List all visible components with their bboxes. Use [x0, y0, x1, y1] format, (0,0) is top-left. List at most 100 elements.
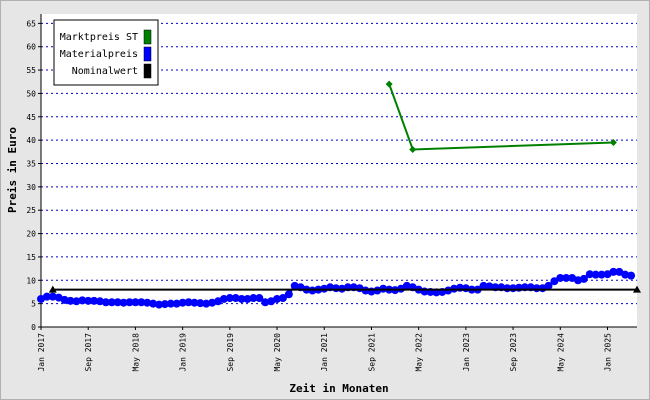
data-point: [42, 292, 51, 301]
data-point: [479, 281, 488, 290]
y-tick-label: 60: [26, 43, 36, 52]
axes: [40, 14, 637, 328]
data-point: [160, 300, 169, 309]
legend-label: Nominalwert: [72, 66, 138, 77]
data-point: [225, 294, 234, 303]
x-tick-label: Sep 2019: [226, 333, 235, 372]
y-axis-title: Preis in Euro: [6, 127, 19, 213]
data-point: [261, 298, 270, 307]
legend-box: [53, 19, 159, 86]
data-point: [155, 300, 164, 309]
data-point: [149, 299, 158, 308]
x-tick-label: May 2018: [131, 333, 140, 372]
data-point: [84, 296, 93, 305]
data-point: [190, 298, 199, 307]
legend-swatch: [143, 46, 152, 62]
data-point: [562, 273, 571, 282]
data-point: [409, 145, 417, 153]
data-point: [231, 294, 240, 303]
x-tick-label: May 2022: [415, 333, 424, 372]
y-tick-label: 35: [26, 159, 36, 168]
legend-swatch: [143, 63, 152, 79]
y-tick-label: 20: [26, 230, 36, 239]
data-point: [143, 298, 152, 307]
legend-label: Materialpreis: [60, 49, 138, 60]
x-tick-label: Jan 2017: [37, 333, 46, 372]
data-point: [48, 285, 57, 293]
y-tick-label: 55: [26, 66, 36, 75]
x-tick-label: Sep 2021: [367, 333, 376, 372]
data-point: [172, 299, 181, 308]
x-tick-label: Jan 2019: [179, 333, 188, 372]
data-point: [249, 294, 258, 303]
data-point: [627, 271, 636, 280]
data-point: [385, 80, 393, 88]
x-tick-label: Jan 2021: [320, 333, 329, 372]
data-point: [60, 295, 69, 304]
y-tick-label: 50: [26, 89, 36, 98]
series-layer: [37, 80, 641, 309]
x-tick-label: Sep 2017: [84, 333, 93, 372]
data-point: [202, 299, 211, 308]
y-ticks: 0 5 10 15 20 25 30 35 40 45 50 55 60 65: [26, 19, 41, 332]
data-point: [579, 274, 588, 283]
y-tick-label: 10: [26, 276, 36, 285]
y-tick-label: 15: [26, 253, 36, 262]
data-point: [107, 298, 116, 307]
data-point: [284, 290, 293, 299]
data-point: [485, 282, 494, 291]
series-marktpreis-st: [385, 80, 617, 153]
data-point: [178, 298, 187, 307]
data-point: [550, 277, 559, 286]
data-point: [72, 297, 81, 306]
grid-lines: [41, 22, 637, 305]
y-tick-label: 5: [31, 300, 36, 309]
y-tick-label: 0: [31, 323, 36, 332]
legend-swatch: [143, 29, 152, 45]
data-point: [237, 294, 246, 303]
data-point: [273, 294, 282, 303]
data-point: [255, 294, 264, 303]
data-point: [113, 298, 122, 307]
data-point: [591, 270, 600, 279]
y-tick-label: 45: [26, 113, 36, 122]
data-point: [48, 292, 57, 301]
data-point: [101, 298, 110, 307]
x-tick-label: Jan 2025: [603, 333, 612, 372]
x-tick-label: May 2020: [273, 333, 282, 372]
data-point: [78, 296, 87, 305]
data-point: [196, 299, 205, 308]
series-nominalwert: [48, 285, 641, 293]
data-point: [544, 281, 553, 290]
data-point: [119, 298, 128, 307]
x-tick-label: May 2024: [556, 333, 565, 372]
data-point: [278, 294, 287, 303]
data-point: [597, 270, 606, 279]
data-point: [219, 294, 228, 303]
y-tick-label: 40: [26, 136, 36, 145]
legend: Marktpreis ST Materialpreis Nominalwert: [53, 19, 159, 86]
y-tick-label: 25: [26, 206, 36, 215]
y-tick-label: 30: [26, 183, 36, 192]
data-point: [609, 267, 618, 276]
data-point: [184, 298, 193, 307]
data-point: [621, 270, 630, 279]
data-point: [66, 296, 75, 305]
data-point: [90, 296, 99, 305]
data-point: [166, 299, 175, 308]
data-point: [125, 298, 134, 307]
data-point: [585, 270, 594, 279]
x-tick-label: Sep 2023: [509, 333, 518, 372]
data-point: [609, 138, 617, 146]
data-point: [633, 285, 641, 293]
data-point: [137, 298, 146, 307]
data-point: [96, 297, 105, 306]
data-point: [243, 294, 252, 303]
series-materialpreis: [37, 267, 636, 309]
x-ticks: Jan 2017 Sep 2017 May 2018 Jan 2019 Sep 2019…: [37, 327, 612, 372]
x-tick-label: Jan 2023: [462, 333, 471, 372]
data-point: [556, 273, 565, 282]
data-point: [131, 298, 140, 307]
x-axis-title: Zeit in Monaten: [289, 382, 388, 395]
